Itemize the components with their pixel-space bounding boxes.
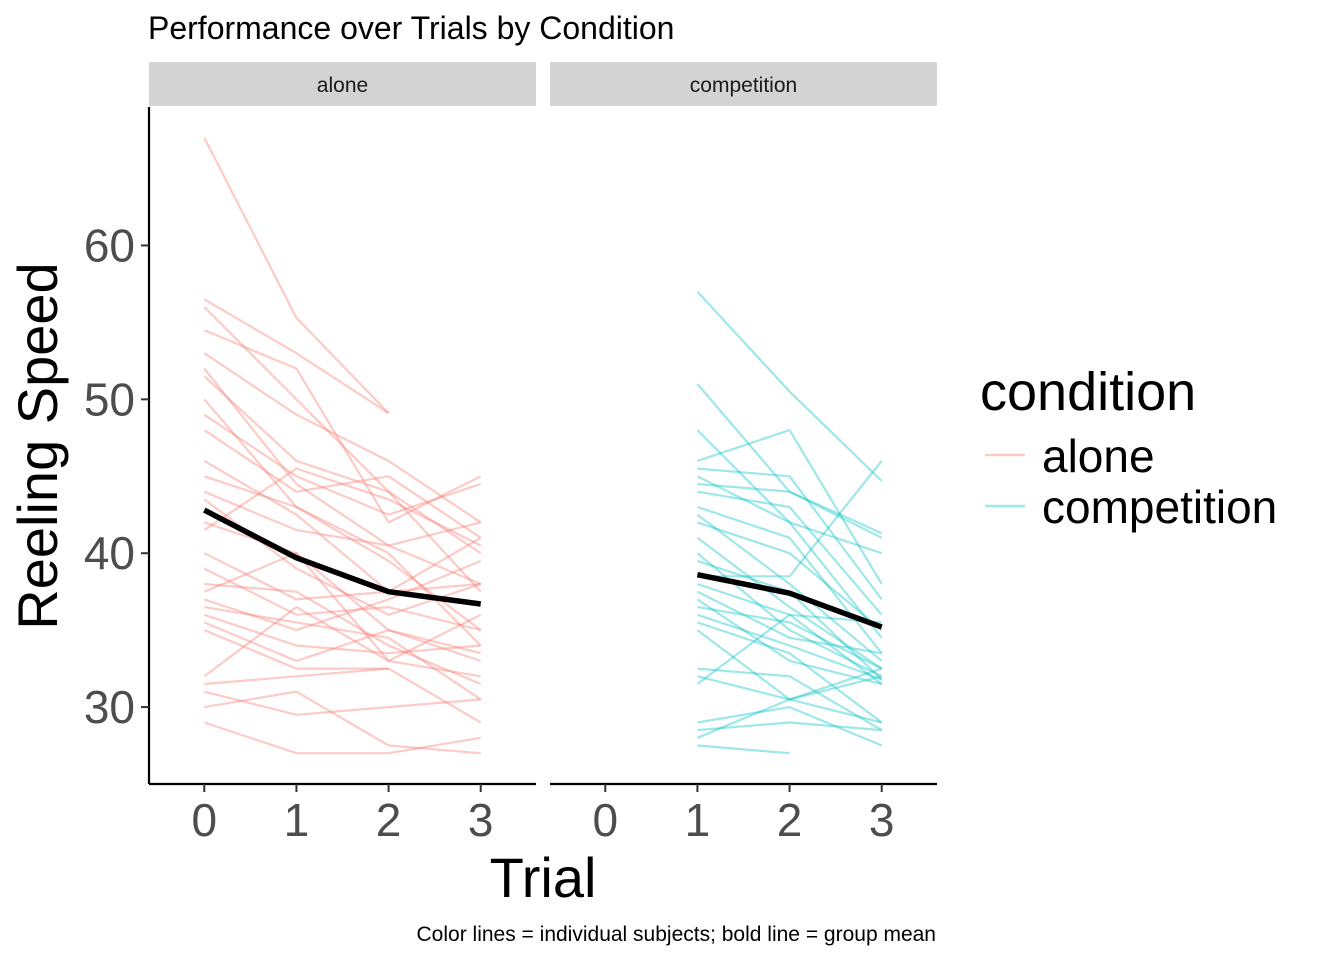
subject-line: [203, 629, 389, 670]
panel-alone: alone 0 1 2 3 30 40 50 60: [84, 62, 536, 846]
subject-line: [696, 290, 883, 482]
subject-line: [203, 137, 390, 414]
y-axis-title: Reeling Speed: [6, 262, 69, 629]
subject-line: [696, 613, 883, 685]
subject-line: [697, 460, 883, 578]
legend-label-competition: competition: [1042, 481, 1277, 533]
x-tick-label: 3: [869, 794, 895, 846]
subject-line: [204, 690, 481, 716]
legend-title: condition: [980, 362, 1196, 422]
subject-line: [697, 521, 883, 631]
subject-line: [697, 467, 883, 601]
subject-line: [204, 690, 481, 755]
y-tick-label: 40: [84, 527, 135, 579]
subject-line: [696, 590, 882, 655]
subject-line: [203, 621, 481, 663]
group-mean-line: [203, 507, 482, 607]
subject-line: [697, 606, 883, 670]
subject-line: [203, 490, 481, 547]
subject-line: [203, 467, 482, 547]
subject-line: [696, 383, 883, 535]
strip-alone: [149, 62, 536, 106]
subject-line: [697, 582, 882, 624]
subject-line: [204, 606, 482, 701]
subject-line: [697, 744, 790, 755]
legend-label-alone: alone: [1042, 430, 1155, 482]
strip-label-alone: alone: [317, 74, 368, 97]
subject-line: [203, 367, 482, 586]
subject-line: [203, 559, 482, 632]
subject-line: [697, 613, 883, 681]
strip-label-competition: competition: [690, 74, 797, 97]
subject-line: [696, 629, 882, 701]
x-tick-label: 2: [777, 794, 803, 846]
x-tick-label: 1: [685, 794, 711, 846]
subject-line: [204, 667, 482, 724]
x-axis-title: Trial: [490, 846, 597, 909]
subject-line: [204, 582, 482, 686]
subject-line: [697, 621, 883, 724]
subject-line: [203, 605, 481, 678]
subject-line: [203, 375, 482, 593]
subject-line: [697, 705, 883, 747]
subject-line: [696, 536, 883, 670]
facet-panels: alone 0 1 2 3 30 40 50 60 competition 0 1 2 3: [84, 62, 937, 846]
x-tick-label: 0: [191, 794, 217, 846]
subject-line: [203, 721, 481, 755]
subject-line: [203, 521, 482, 662]
subject-line: [697, 667, 883, 732]
subject-line: [696, 475, 883, 639]
subject-line: [696, 429, 883, 555]
subject-line: [203, 459, 482, 594]
strip-competition: [550, 62, 937, 106]
subject-line: [203, 298, 390, 415]
y-tick-label: 60: [84, 219, 135, 271]
x-tick-label: 3: [468, 794, 494, 846]
subject-line: [203, 552, 481, 601]
panel-competition: competition 0 1 2 3: [550, 62, 937, 846]
subject-line: [203, 613, 481, 655]
subject-line: [203, 551, 482, 663]
subject-line: [697, 428, 883, 585]
subject-line: [203, 352, 482, 524]
y-tick-label: 30: [84, 681, 135, 733]
x-tick-label: 1: [284, 794, 310, 846]
subject-line: [203, 329, 482, 524]
x-tick-label: 2: [376, 794, 402, 846]
subject-line: [203, 413, 482, 516]
group-mean-line: [696, 572, 883, 630]
subject-line: [696, 667, 883, 739]
chart-caption: Color lines = individual subjects; bold …: [417, 923, 936, 946]
subject-line: [697, 675, 882, 724]
subject-line: [697, 482, 883, 539]
x-tick-label: 0: [592, 794, 618, 846]
subject-line: [697, 490, 883, 616]
chart-title: Performance over Trials by Condition: [148, 10, 674, 46]
subject-line: [203, 567, 481, 632]
subject-line: [696, 513, 883, 662]
subject-line: [696, 598, 882, 686]
subject-line: [203, 306, 482, 555]
subject-line: [203, 429, 482, 539]
y-tick-label: 50: [84, 373, 135, 425]
subject-line: [697, 721, 882, 732]
